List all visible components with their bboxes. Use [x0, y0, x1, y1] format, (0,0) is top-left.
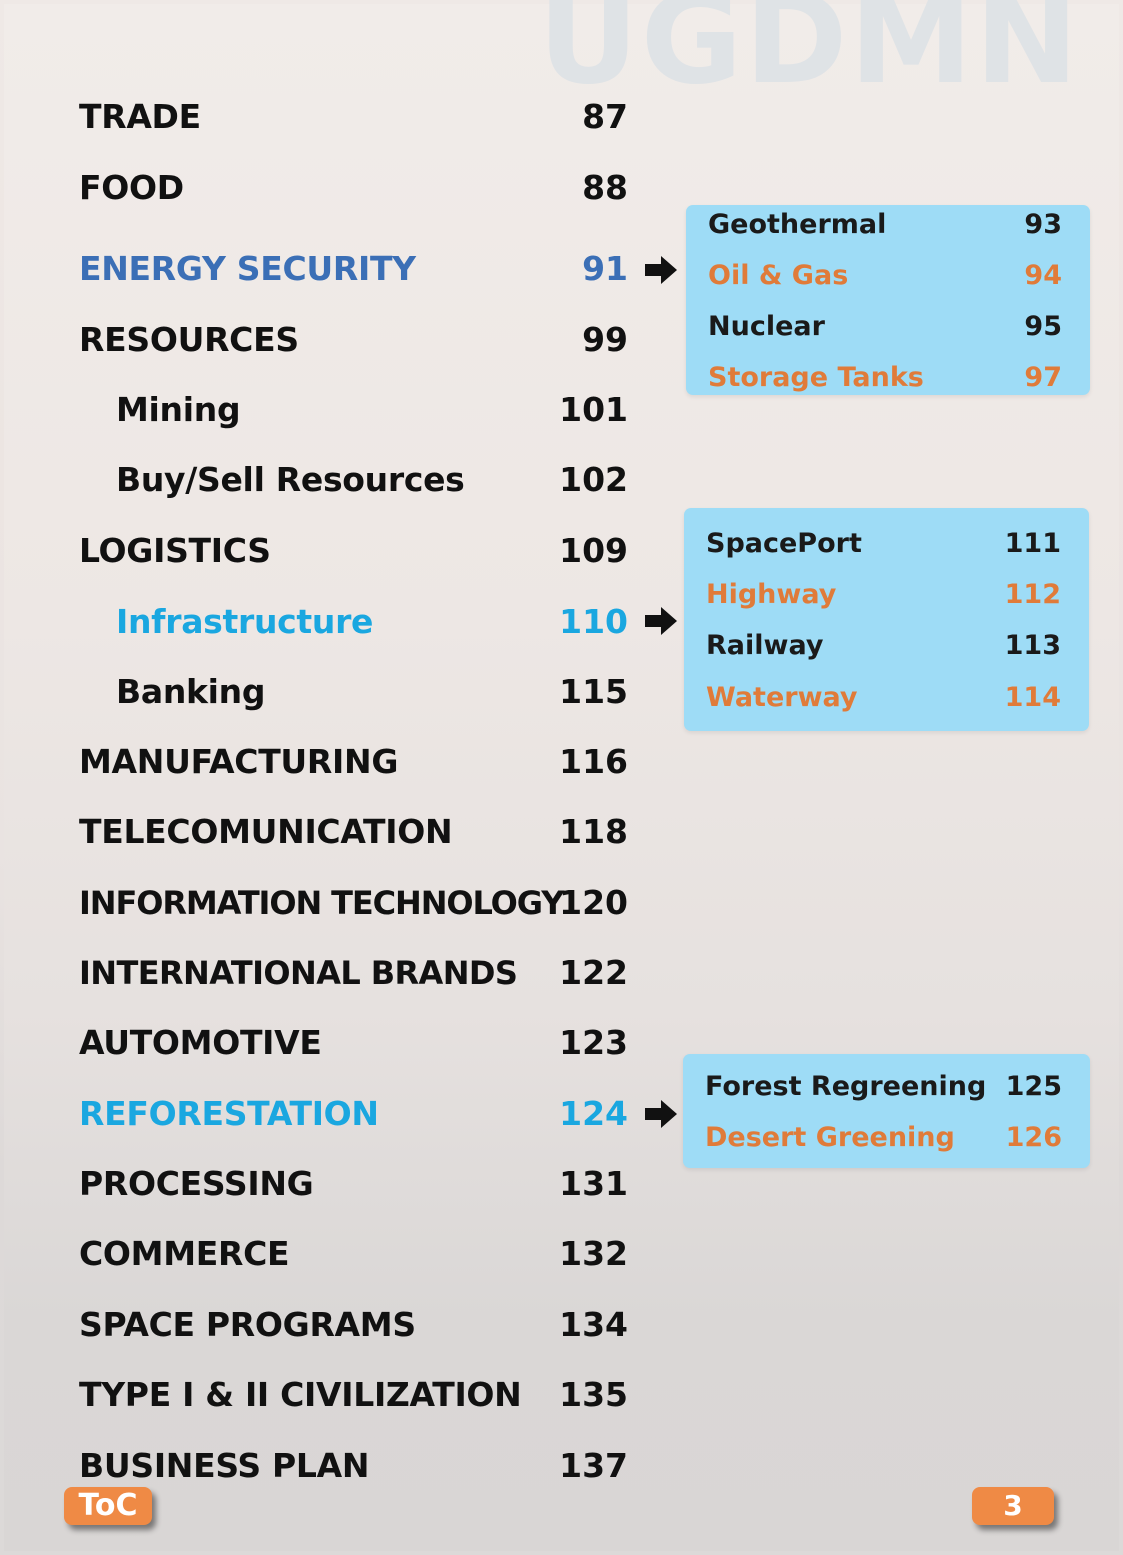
sub-label: Forest Regreening — [705, 1071, 987, 1102]
arrow-right-icon — [645, 256, 677, 284]
toc-item-mining[interactable]: Mining 101 — [0, 386, 640, 434]
toc-label: MANUFACTURING — [79, 742, 399, 781]
toc-label: REFORESTATION — [79, 1094, 379, 1133]
toc-item-infrastructure[interactable]: Infrastructure 110 — [0, 598, 640, 646]
toc-item-telecomunication[interactable]: TELECOMUNICATION 118 — [0, 808, 640, 856]
toc-label: ENERGY SECURITY — [79, 249, 416, 288]
toc-item-banking[interactable]: Banking 115 — [0, 668, 640, 716]
toc-page: 110 — [559, 602, 628, 641]
sub-label: Railway — [706, 630, 824, 661]
watermark: UGDMN — [538, 0, 1081, 112]
toc-item-business-plan[interactable]: BUSINESS PLAN 137 — [0, 1442, 640, 1490]
toc-label: TYPE I & II CIVILIZATION — [79, 1375, 522, 1414]
toc-item-logistics[interactable]: LOGISTICS 109 — [0, 527, 640, 575]
sub-label: SpacePort — [706, 528, 862, 559]
sub-page: 93 — [1024, 209, 1062, 240]
toc-page: 134 — [559, 1305, 628, 1344]
toc-label: Banking — [116, 672, 266, 711]
toc-label: COMMERCE — [79, 1234, 290, 1273]
sub-label: Geothermal — [708, 209, 887, 240]
sub-item-waterway[interactable]: Waterway 114 — [684, 676, 1089, 720]
sub-item-oil-gas[interactable]: Oil & Gas 94 — [686, 254, 1090, 298]
sub-item-desert-greening[interactable]: Desert Greening 126 — [683, 1116, 1090, 1160]
sub-label: Oil & Gas — [708, 260, 849, 291]
toc-label: TRADE — [79, 97, 201, 136]
sub-page: 114 — [1004, 682, 1061, 713]
toc-item-automotive[interactable]: AUTOMOTIVE 123 — [0, 1019, 640, 1067]
sub-label: Nuclear — [708, 311, 825, 342]
toc-label: SPACE PROGRAMS — [79, 1305, 416, 1344]
toc-page: 123 — [559, 1023, 628, 1062]
sub-page: 112 — [1004, 579, 1061, 610]
toc-page: 91 — [582, 249, 628, 288]
toc-label: Mining — [116, 390, 241, 429]
toc-page: 124 — [559, 1094, 628, 1133]
sub-page: 113 — [1004, 630, 1061, 661]
toc-tab-button[interactable]: ToC — [64, 1487, 152, 1525]
page-number-badge: 3 — [972, 1487, 1054, 1525]
toc-page: 101 — [559, 390, 628, 429]
sub-page: 97 — [1024, 362, 1062, 393]
sub-item-railway[interactable]: Railway 113 — [684, 624, 1089, 668]
sub-item-spaceport[interactable]: SpacePort 111 — [684, 522, 1089, 566]
toc-label: BUSINESS PLAN — [79, 1446, 370, 1485]
toc-item-space-programs[interactable]: SPACE PROGRAMS 134 — [0, 1301, 640, 1349]
sub-page: 125 — [1005, 1071, 1062, 1102]
toc-page: 120 — [559, 883, 628, 922]
toc-label: RESOURCES — [79, 320, 299, 359]
toc-page: 122 — [559, 953, 628, 992]
sub-item-forest-regreening[interactable]: Forest Regreening 125 — [683, 1065, 1090, 1109]
toc-label: LOGISTICS — [79, 531, 271, 570]
toc-label: PROCESSING — [79, 1164, 314, 1203]
sub-page: 94 — [1024, 260, 1062, 291]
energy-subsection-box: Geothermal 93 Oil & Gas 94 Nuclear 95 St… — [686, 205, 1090, 395]
infrastructure-subsection-box: SpacePort 111 Highway 112 Railway 113 Wa… — [684, 508, 1089, 731]
sub-label: Waterway — [706, 682, 858, 713]
toc-page: 131 — [559, 1164, 628, 1203]
sub-label: Highway — [706, 579, 837, 610]
toc-page: 137 — [559, 1446, 628, 1485]
reforestation-subsection-box: Forest Regreening 125 Desert Greening 12… — [683, 1054, 1090, 1168]
sub-item-nuclear[interactable]: Nuclear 95 — [686, 305, 1090, 349]
toc-page: 118 — [559, 812, 628, 851]
toc-item-processing[interactable]: PROCESSING 131 — [0, 1160, 640, 1208]
sub-item-geothermal[interactable]: Geothermal 93 — [686, 203, 1090, 247]
toc-page: 135 — [559, 1375, 628, 1414]
toc-item-food[interactable]: FOOD 88 — [0, 164, 640, 212]
toc-page: 115 — [559, 672, 628, 711]
toc-label: Buy/Sell Resources — [116, 460, 465, 499]
toc-item-international-brands[interactable]: INTERNATIONAL BRANDS 122 — [0, 949, 640, 997]
toc-item-buy-sell-resources[interactable]: Buy/Sell Resources 102 — [0, 456, 640, 504]
sub-label: Storage Tanks — [708, 362, 924, 393]
toc-label: AUTOMOTIVE — [79, 1023, 322, 1062]
arrow-right-icon — [645, 607, 677, 635]
sub-label: Desert Greening — [705, 1122, 955, 1153]
sub-page: 95 — [1024, 311, 1062, 342]
sub-page: 126 — [1005, 1122, 1062, 1153]
toc-label: FOOD — [79, 168, 184, 207]
toc-item-manufacturing[interactable]: MANUFACTURING 116 — [0, 738, 640, 786]
toc-page: 88 — [582, 168, 628, 207]
toc-item-information-technology[interactable]: INFORMATION TECHNOLOGY 120 — [0, 879, 640, 927]
sub-page: 111 — [1004, 528, 1061, 559]
toc-page: 132 — [559, 1234, 628, 1273]
toc-item-resources[interactable]: RESOURCES 99 — [0, 316, 640, 364]
sub-item-highway[interactable]: Highway 112 — [684, 573, 1089, 617]
toc-page: 116 — [559, 742, 628, 781]
toc-item-reforestation[interactable]: REFORESTATION 124 — [0, 1090, 640, 1138]
toc-page: 109 — [559, 531, 628, 570]
toc-item-type-civilization[interactable]: TYPE I & II CIVILIZATION 135 — [0, 1371, 640, 1419]
toc-page: 87 — [582, 97, 628, 136]
toc-page: 99 — [582, 320, 628, 359]
toc-label: Infrastructure — [116, 602, 374, 641]
toc-item-commerce[interactable]: COMMERCE 132 — [0, 1230, 640, 1278]
arrow-right-icon — [645, 1100, 677, 1128]
sub-item-storage-tanks[interactable]: Storage Tanks 97 — [686, 356, 1090, 400]
toc-item-energy-security[interactable]: ENERGY SECURITY 91 — [0, 245, 640, 293]
toc-label: INTERNATIONAL BRANDS — [79, 954, 518, 992]
toc-label: TELECOMUNICATION — [79, 812, 453, 851]
toc-page: 102 — [559, 460, 628, 499]
toc-label: INFORMATION TECHNOLOGY — [79, 884, 564, 922]
toc-item-trade[interactable]: TRADE 87 — [0, 93, 640, 141]
